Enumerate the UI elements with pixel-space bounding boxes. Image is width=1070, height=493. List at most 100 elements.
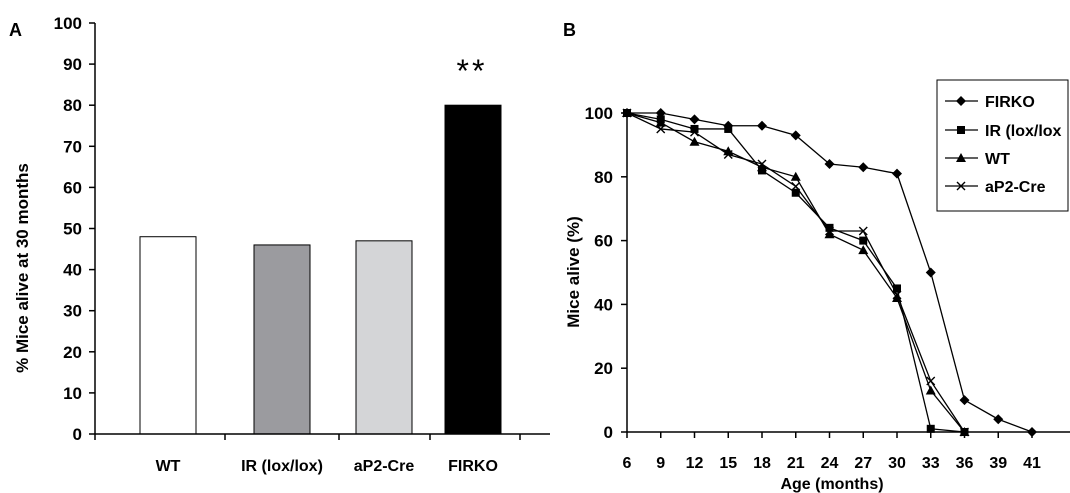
panel-a-category-label: WT bbox=[156, 458, 181, 475]
panel-b-x-tick-label: 36 bbox=[956, 455, 974, 472]
panel-b-y-axis-label: Mice alive (%) bbox=[564, 216, 583, 328]
panel-a-y-axis-label: % Mice alive at 30 months bbox=[13, 163, 32, 373]
panel-b-y-tick-label: 100 bbox=[585, 104, 613, 123]
series-ir-lox-lox bbox=[623, 109, 969, 436]
data-point-wt bbox=[757, 162, 767, 172]
bar-ap2-cre bbox=[355, 240, 413, 435]
data-point-ir-lox-lox bbox=[893, 284, 901, 293]
panel-b-x-tick-label: 12 bbox=[686, 455, 704, 472]
data-point-firko bbox=[959, 395, 970, 406]
data-point-ir-lox-lox bbox=[791, 188, 800, 197]
data-point-ap2-cre bbox=[656, 124, 666, 134]
legend-item-firko: FIRKO bbox=[945, 94, 1035, 111]
data-point-wt bbox=[824, 229, 835, 239]
data-point-ap2-cre bbox=[757, 159, 767, 169]
legend-marker-wt bbox=[956, 153, 966, 162]
data-point-firko bbox=[925, 267, 936, 278]
legend-label: IR (lox/lox bbox=[985, 123, 1062, 140]
panel-b-x-tick-label: 33 bbox=[922, 455, 940, 472]
data-point-wt bbox=[689, 136, 700, 146]
data-point-ir-lox-lox bbox=[859, 236, 868, 245]
bar-firko bbox=[444, 104, 502, 435]
data-point-firko bbox=[757, 120, 767, 131]
panel-a-y-tick-label: 80 bbox=[63, 96, 82, 115]
data-point-ap2-cre bbox=[723, 149, 733, 159]
data-point-wt bbox=[790, 171, 801, 181]
legend-label: WT bbox=[985, 151, 1010, 168]
significance-annotation: ** bbox=[457, 53, 488, 89]
panel-b-x-axis-label: Age (months) bbox=[780, 476, 883, 493]
data-point-ap2-cre bbox=[791, 181, 801, 191]
data-point-wt bbox=[655, 117, 666, 127]
data-point-firko bbox=[858, 162, 869, 173]
panel-a-y-tick-label: 100 bbox=[54, 14, 82, 33]
data-point-ap2-cre bbox=[858, 226, 868, 236]
series-line-wt bbox=[626, 112, 966, 433]
data-point-ap2-cre bbox=[892, 290, 902, 300]
panel-a-y-tick-label: 10 bbox=[63, 384, 82, 403]
panel-a-category-label: aP2-Cre bbox=[354, 458, 415, 475]
panel-a-bars bbox=[139, 104, 502, 435]
panel-b-x-tick-label: 9 bbox=[656, 455, 665, 472]
panel-a-y-tick-label: 60 bbox=[63, 178, 82, 197]
data-point-firko bbox=[892, 168, 902, 179]
data-point-wt bbox=[858, 245, 869, 255]
data-point-ir-lox-lox bbox=[926, 424, 935, 433]
legend-marker-firko bbox=[956, 96, 966, 106]
panel-a-y-tick-label: 50 bbox=[63, 220, 82, 239]
panel-a-label: A bbox=[9, 20, 22, 40]
data-point-ir-lox-lox bbox=[690, 124, 699, 133]
panel-b-x-tick-label: 24 bbox=[821, 455, 839, 472]
panel-b-x-tick-label: 30 bbox=[888, 455, 906, 472]
panel-b-x-ticks: 6 9 12 15 18 21 24 27 30 33 36 39 41 bbox=[623, 432, 1041, 472]
data-point-firko bbox=[993, 414, 1004, 425]
data-point-firko bbox=[824, 159, 835, 170]
panel-b-x-tick-label: 39 bbox=[989, 455, 1007, 472]
series-ap2-cre bbox=[622, 108, 969, 437]
panel-b-x-tick-label: 15 bbox=[719, 455, 737, 472]
series-wt bbox=[622, 108, 970, 436]
panel-a-y-tick-label: 70 bbox=[63, 137, 82, 156]
panel-a-bar-chart: A % Mice alive at 30 months 0 10 20 30 40 50 6… bbox=[9, 14, 550, 475]
legend-label: FIRKO bbox=[985, 94, 1035, 111]
panel-b-x-tick-label: 41 bbox=[1023, 455, 1041, 472]
panel-a-y-tick-label: 40 bbox=[63, 261, 82, 280]
data-point-ir-lox-lox bbox=[825, 223, 834, 232]
legend-item-ir-lox-lox: IR (lox/lox bbox=[945, 123, 1062, 140]
legend-item-wt: WT bbox=[945, 151, 1010, 168]
bar-ir-lox-lox bbox=[253, 244, 311, 435]
series-line-ir-lox-lox bbox=[626, 112, 965, 433]
legend-label: aP2-Cre bbox=[985, 179, 1046, 196]
legend-item-ap2-cre: aP2-Cre bbox=[945, 179, 1046, 196]
panel-b-line-chart: B Mice alive (%) Age (months) 0 20 40 60 80 1… bbox=[563, 20, 1070, 493]
panel-a-x-labels: WT IR (lox/lox) aP2-Cre FIRKO bbox=[94, 434, 521, 475]
panel-b-label: B bbox=[563, 20, 576, 40]
legend-marker-ap2-cre bbox=[956, 181, 966, 191]
panel-a-category-label: FIRKO bbox=[448, 458, 498, 475]
legend-marker-ir-lox-lox bbox=[957, 126, 965, 134]
data-point-ap2-cre bbox=[825, 226, 834, 236]
panel-a-y-ticks: 0 10 20 30 40 50 60 70 80 90 100 bbox=[54, 14, 95, 444]
data-point-firko bbox=[790, 130, 801, 141]
panel-b-y-tick-label: 20 bbox=[594, 359, 613, 378]
data-point-ap2-cre bbox=[690, 127, 699, 137]
panel-a-category-label: IR (lox/lox) bbox=[241, 458, 323, 475]
panel-b-x-tick-label: 6 bbox=[623, 455, 632, 472]
panel-b-y-ticks: 0 20 40 60 80 100 bbox=[585, 104, 627, 442]
panel-a-y-tick-label: 20 bbox=[63, 343, 82, 362]
panel-b-y-tick-label: 40 bbox=[594, 295, 613, 314]
data-point-wt bbox=[925, 385, 936, 395]
panel-b-legend: FIRKO IR (lox/lox WT aP2-Cre bbox=[936, 79, 1069, 212]
panel-a-y-tick-label: 90 bbox=[63, 55, 82, 74]
panel-b-series bbox=[622, 108, 1037, 437]
panel-b-x-tick-label: 21 bbox=[787, 455, 805, 472]
panel-b-y-tick-label: 0 bbox=[604, 423, 613, 442]
data-point-ir-lox-lox bbox=[724, 124, 733, 133]
panel-b-y-tick-label: 60 bbox=[594, 232, 613, 251]
panel-b-x-tick-label: 27 bbox=[854, 455, 872, 472]
data-point-firko bbox=[689, 114, 700, 125]
panel-b-y-tick-label: 80 bbox=[594, 168, 613, 187]
panel-a-y-tick-label: 0 bbox=[73, 425, 82, 444]
panel-a-y-tick-label: 30 bbox=[63, 302, 82, 321]
